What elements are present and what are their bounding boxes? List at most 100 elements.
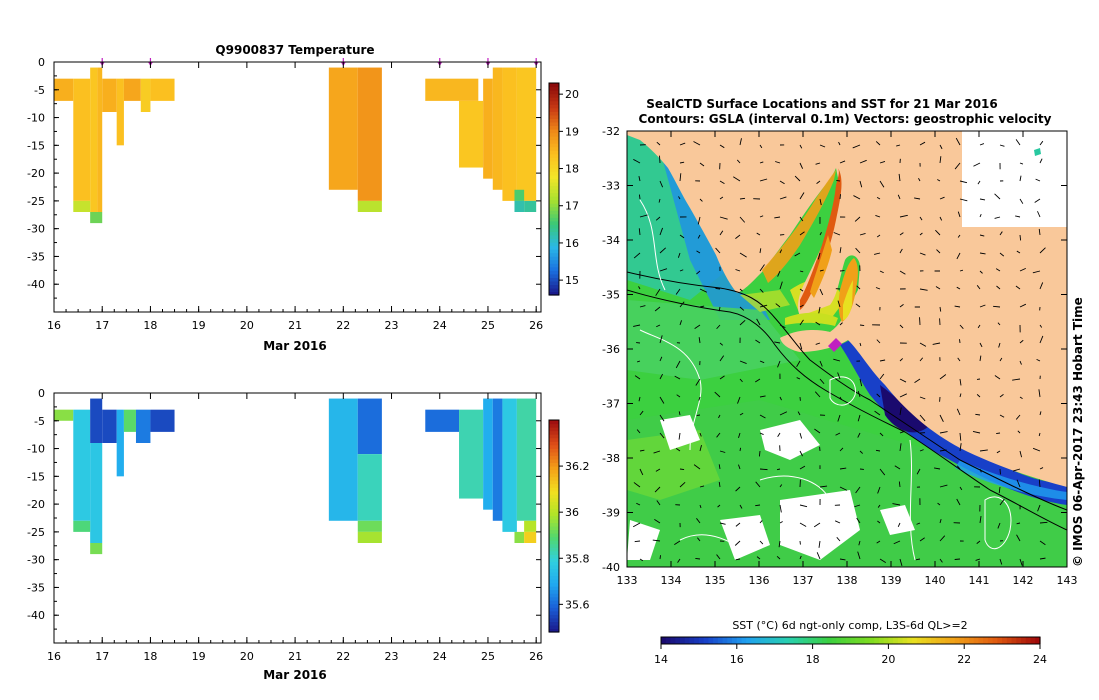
colorbar-swatch [549, 242, 559, 247]
colorbar-swatch [549, 582, 559, 587]
velocity-vector [875, 215, 881, 218]
velocity-vector [799, 504, 808, 508]
colorbar-swatch [549, 167, 559, 172]
velocity-vector [999, 357, 1003, 362]
gsla-contour-3 [829, 376, 856, 406]
colorbar-swatch [549, 213, 559, 218]
velocity-vector [633, 252, 641, 259]
velocity-vector [919, 414, 926, 422]
velocity-vector [756, 556, 761, 560]
velocity-vector [959, 324, 964, 330]
velocity-vector [818, 540, 821, 548]
profile-cell [357, 398, 382, 455]
velocity-vector [956, 465, 961, 470]
velocity-vector [879, 180, 885, 188]
velocity-vector [1015, 139, 1021, 146]
velocity-vector [897, 194, 901, 200]
copyright-timestamp: © IMOS 06-Apr-2017 23:43 Hobart Time [1071, 297, 1085, 567]
sst-colorbar-swatch [845, 637, 852, 644]
velocity-vector [739, 252, 747, 258]
colorbar-swatch [549, 189, 559, 194]
sst-colorbar-swatch [779, 637, 785, 644]
velocity-vector [858, 540, 861, 546]
colorbar-frame [548, 419, 560, 633]
velocity-vector [875, 141, 881, 146]
velocity-vector [739, 378, 743, 383]
velocity-vector [699, 485, 705, 488]
velocity-vector [874, 410, 881, 416]
velocity-vector [919, 216, 923, 221]
gsla-contour-1 [639, 199, 666, 291]
velocity-vector [939, 431, 948, 434]
velocity-vector [939, 196, 945, 200]
x-tick-label: 22 [336, 650, 350, 663]
velocity-vector [679, 234, 685, 239]
temperature-x-axis: 16 17 18 19 20 21 22 23 24 25 26 [47, 62, 543, 332]
velocity-vector [979, 342, 983, 348]
sst-colorbar-swatch [736, 637, 743, 644]
velocity-vector [879, 359, 886, 362]
small-island-patch [1034, 148, 1041, 156]
velocity-vector [699, 198, 703, 202]
velocity-vector [717, 504, 721, 508]
profile-cell [54, 78, 74, 101]
velocity-vector [714, 391, 721, 398]
sst-colorbar-swatch [855, 637, 861, 644]
colorbar-swatch [549, 256, 559, 261]
profile-cell [483, 78, 493, 179]
colorbar-swatch [549, 259, 559, 264]
velocity-vector [973, 162, 981, 167]
velocity-vector [633, 482, 641, 488]
velocity-vector [699, 288, 708, 293]
velocity-vector [959, 269, 964, 272]
velocity-vector [855, 247, 861, 254]
velocity-vector [799, 231, 805, 236]
lat-tick-label: -39 [602, 507, 620, 520]
colorbar-swatch [549, 199, 559, 204]
velocity-vector [979, 143, 985, 146]
velocity-vector [933, 467, 941, 470]
sst-colorbar-tick-label: 16 [730, 653, 744, 666]
velocity-vector [779, 249, 783, 254]
colorbar-swatch [549, 270, 559, 275]
velocity-vector [1038, 228, 1041, 236]
velocity-vector [796, 377, 801, 380]
sst-colorbar-swatch [997, 637, 1003, 644]
sst-colorbar-swatch [817, 637, 823, 644]
profile-cell [150, 78, 175, 101]
velocity-vector [632, 522, 641, 528]
velocity-vector [876, 540, 881, 544]
velocity-vector [919, 232, 923, 236]
velocity-vector [779, 180, 785, 185]
velocity-vector [972, 431, 981, 434]
velocity-vector [857, 391, 861, 398]
velocity-vector [939, 374, 947, 380]
sst-colorbar-swatch [1021, 637, 1027, 644]
velocity-vector [756, 318, 761, 326]
colorbar-swatch [549, 420, 559, 425]
x-tick-label: 26 [529, 650, 543, 663]
velocity-vector [937, 179, 941, 182]
lon-tick-label: 136 [749, 574, 770, 587]
colorbar-swatch [549, 252, 559, 257]
velocity-vector [697, 216, 701, 225]
colorbar-swatch [549, 196, 559, 201]
x-tick-label: 16 [47, 319, 61, 332]
colorbar-swatch [549, 515, 559, 520]
velocity-vector [659, 414, 665, 422]
sst-colorbar-swatch [874, 637, 880, 644]
y-tick-label: -20 [27, 498, 45, 511]
velocity-vector [1038, 479, 1041, 488]
colorbar-swatch [549, 561, 559, 566]
colorbar-swatch [549, 529, 559, 534]
velocity-vector [697, 234, 701, 239]
profile-cell [357, 67, 382, 201]
x-tick-label: 25 [481, 650, 495, 663]
velocity-vector [957, 234, 961, 238]
velocity-vector [837, 300, 841, 308]
velocity-vector [859, 233, 866, 236]
colorbar-swatch [549, 273, 559, 278]
velocity-vector [833, 358, 841, 362]
velocity-vector [976, 285, 981, 290]
colorbar-swatch [549, 617, 559, 622]
